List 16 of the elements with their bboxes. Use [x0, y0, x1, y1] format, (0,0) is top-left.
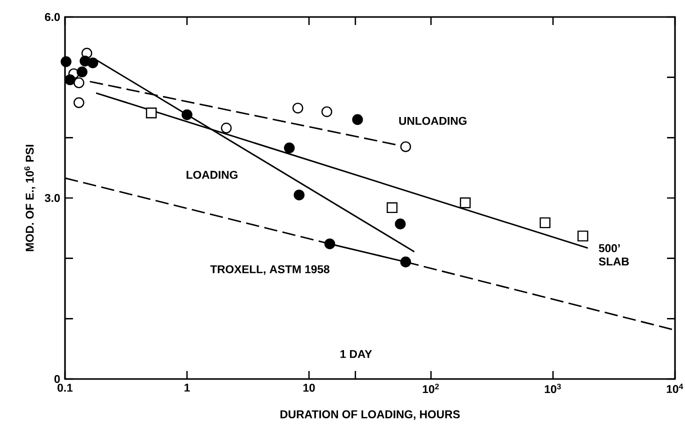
x-tick-label: 10 [303, 384, 315, 392]
annotation: LOADING [186, 170, 238, 179]
annotation: 1 DAY [340, 350, 372, 358]
x-tick-label: 10$^{3}$ [544, 384, 561, 394]
x-tick-label: 0.1 [58, 384, 73, 392]
y-tick-label: 6.0 [44, 12, 60, 22]
x-tick-label: 1 [184, 384, 190, 392]
annotation: UNLOADING [399, 116, 466, 125]
annotation: 500’ SLAB [598, 244, 629, 266]
annotation: TROXELL, ASTM 1958 [210, 265, 330, 275]
x-tick-label: 10$^{4}$ [666, 384, 684, 394]
x-tick-label: 10$^{2}$ [422, 384, 439, 394]
y-axis-title: MOD. OF E., 10$^{6}$ PSI [24, 144, 36, 252]
x-axis-title: DURATION OF LOADING, HOURS [280, 410, 460, 420]
y-tick-label: 0 [54, 374, 60, 384]
y-tick-label: 3.0 [44, 194, 60, 202]
